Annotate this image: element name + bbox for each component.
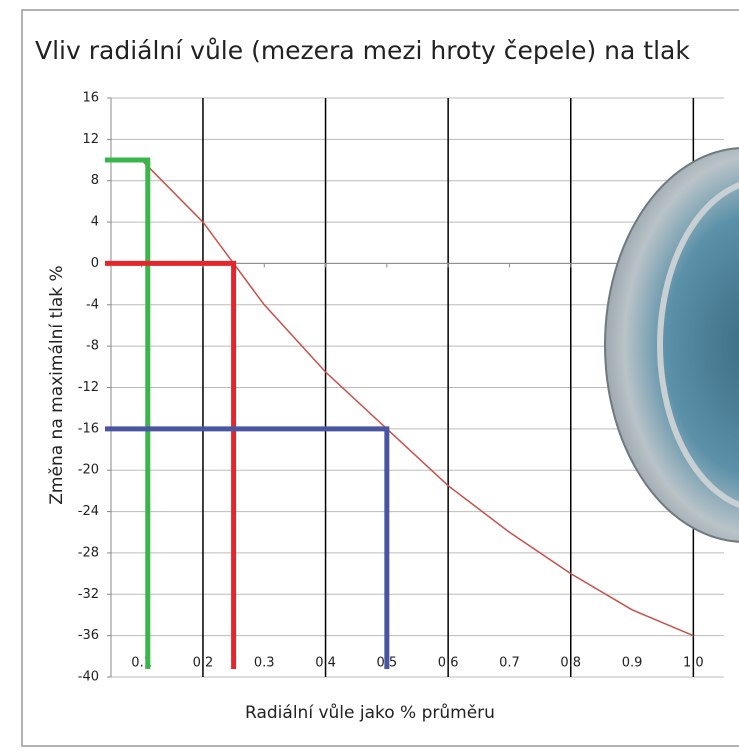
fan-ring	[657, 181, 739, 509]
x-tick-label: 0.3	[254, 656, 275, 671]
guide-line	[105, 157, 151, 669]
guide-line	[105, 426, 390, 669]
y-tick-label: -4	[86, 297, 99, 312]
y-tick-label: -40	[78, 670, 99, 685]
x-tick-label: 0.9	[622, 656, 643, 671]
chart-title: Vliv radiální vůle (mezera mezi hroty če…	[35, 36, 690, 65]
y-tick-label: -24	[78, 504, 99, 519]
x-axis-title: Radiální vůle jako % průměru	[245, 703, 495, 723]
x-tick-label: 0.8	[560, 656, 581, 671]
fan-photo	[604, 147, 739, 543]
y-tick-label: 4	[91, 215, 99, 230]
y-tick-label: -28	[78, 545, 99, 560]
guide-line	[105, 260, 237, 669]
x-tick-label: 0.7	[499, 656, 520, 671]
x-tick-label: 0.6	[438, 656, 459, 671]
y-tick-label: -36	[78, 628, 99, 643]
y-tick-label: 8	[91, 173, 99, 188]
x-tick-label: 0.2	[193, 656, 214, 671]
y-tick-label: -12	[78, 380, 99, 395]
y-tick-label: -32	[78, 587, 99, 602]
y-tick-label: 12	[82, 132, 99, 147]
y-tick-label: -20	[78, 463, 99, 478]
y-tick-label: 0	[91, 256, 99, 271]
x-tick-label: 1.0	[683, 656, 704, 671]
y-tick-label: -8	[86, 339, 99, 354]
x-tick-label: 0.4	[315, 656, 336, 671]
y-axis-title: Změna na maximální tlak %	[47, 265, 67, 504]
y-tick-label: 16	[82, 91, 99, 106]
y-tick-label: -16	[78, 421, 99, 436]
